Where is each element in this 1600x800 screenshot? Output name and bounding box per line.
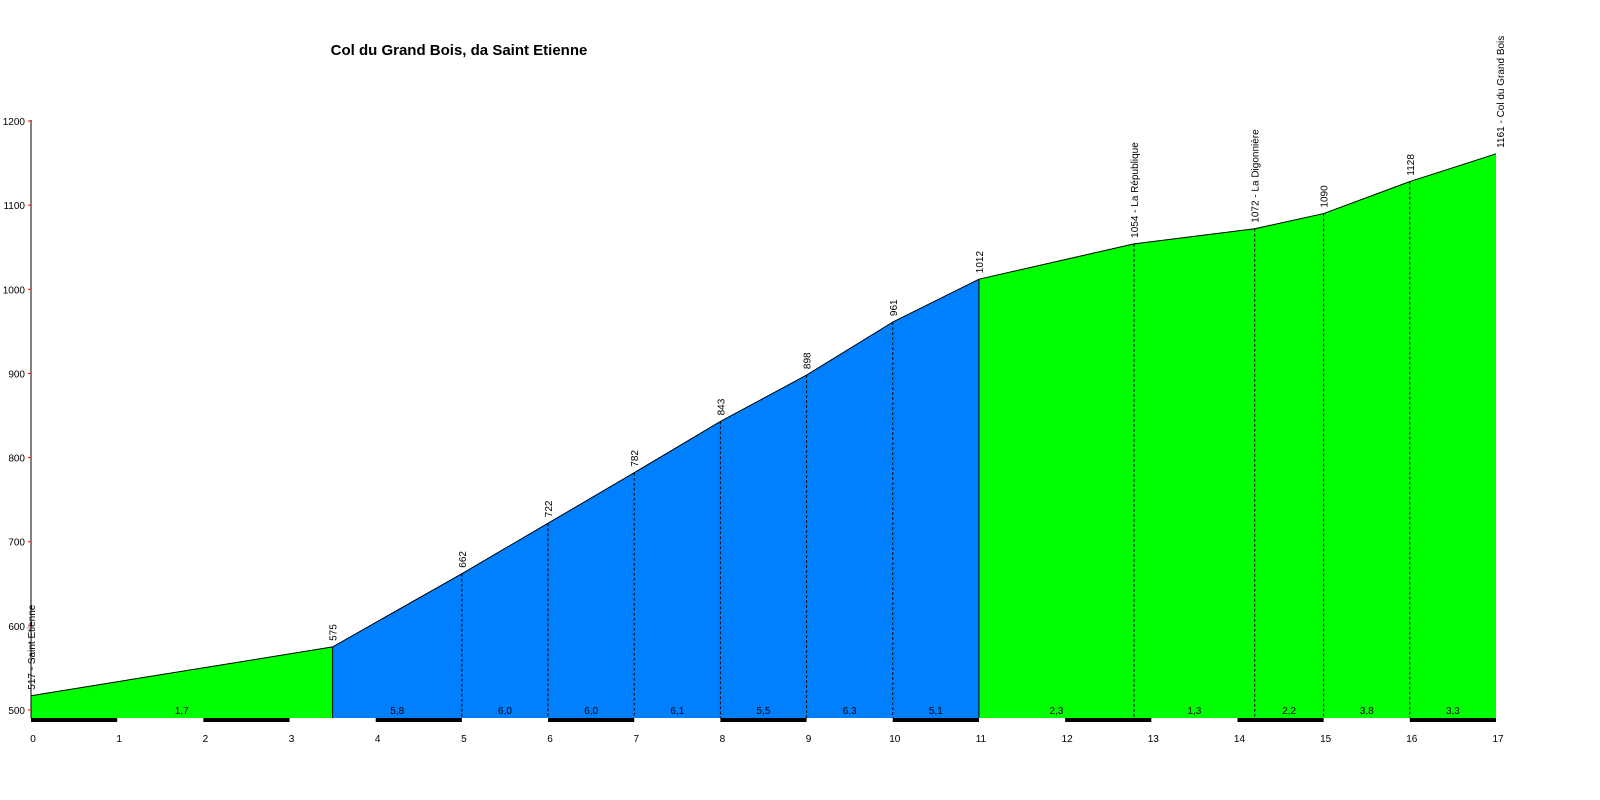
km-bar-white-block [117,718,204,722]
elevation-label: 1072 - La Digonnière [1251,129,1262,223]
segment-area-3 [548,472,635,718]
gradient-label: 5,1 [929,706,943,717]
y-axis: 500 600 700 800 900 1000 1100 1200 [3,117,32,718]
x-tick-label: 2 [203,734,209,745]
segment-area-0 [31,646,333,718]
x-tick-label: 15 [1320,734,1332,745]
elevation-label: 898 [803,352,814,369]
y-tick-label: 1100 [3,201,25,212]
elevation-labels: 517 - Saint Etienne 575 662 722 782 843 898 961… [27,36,1507,690]
segment-area-9 [1134,228,1255,718]
x-axis: 0 1 2 3 4 5 6 7 8 9 10 11 12 13 14 15 16 17 [30,734,1504,745]
gradient-label: 5,8 [390,706,404,717]
profile-areas [31,153,1496,719]
x-tick-label: 7 [633,734,639,745]
elevation-label: 517 - Saint Etienne [27,604,38,689]
x-tick-label: 14 [1234,734,1246,745]
gradient-label: 6,1 [670,706,684,717]
elevation-label: 722 [544,500,555,517]
km-bar-white-block [1151,718,1238,722]
x-tick-label: 17 [1492,734,1504,745]
gradient-label: 1,7 [175,706,189,717]
segment-area-5 [720,375,807,718]
profile-outline [30,153,1497,718]
gradient-label: 3,3 [1446,706,1460,717]
km-bar-white-block [289,718,376,722]
kilometer-scale-bar [31,718,1496,722]
gradient-label: 6,3 [843,706,857,717]
x-tick-label: 4 [375,734,381,745]
elevation-label: 961 [889,299,900,316]
x-tick-label: 11 [976,734,987,745]
x-tick-label: 13 [1148,734,1160,745]
elevation-label: 662 [458,551,469,568]
x-tick-label: 0 [30,734,36,745]
elevation-label: 1161 - Col du Grand Bois [1496,36,1507,148]
segment-area-4 [634,421,721,718]
gradient-label: 3,8 [1360,706,1374,717]
x-tick-label: 3 [289,734,295,745]
elevation-label: 575 [329,624,340,641]
x-tick-label: 10 [889,734,901,745]
gradient-label: 2,3 [1050,706,1064,717]
segment-area-8 [978,243,1135,718]
gradient-label: 2,2 [1282,706,1296,717]
segment-area-11 [1323,181,1410,718]
gradient-label: 1,3 [1187,706,1201,717]
x-tick-label: 16 [1406,734,1418,745]
elevation-label: 1054 - La République [1130,142,1141,238]
gradient-label: 6,0 [584,706,598,717]
segment-area-12 [1409,153,1496,718]
elevation-label: 1012 [975,251,986,274]
km-bar-white-block [1323,718,1410,722]
segment-area-2 [461,523,549,718]
y-tick-label: 1000 [3,285,26,296]
segment-area-10 [1254,213,1324,719]
segment-area-1 [332,573,462,718]
x-tick-label: 12 [1062,734,1074,745]
y-tick-label: 800 [8,454,25,465]
x-tick-label: 9 [806,734,812,745]
km-bar-white-block [806,718,893,722]
profile-line [30,153,1497,697]
x-tick-label: 6 [547,734,553,745]
y-tick-label: 500 [8,706,25,717]
y-tick-label: 600 [8,622,25,633]
segment-area-7 [892,279,979,718]
km-bar-white-block [978,718,1066,722]
elevation-label: 843 [716,398,727,415]
segment-area-6 [806,322,893,718]
y-tick-label: 700 [8,538,25,549]
x-tick-label: 1 [116,734,122,745]
elevation-label: 1128 [1406,154,1417,176]
gradient-label: 5,5 [757,706,771,717]
km-marker-lines [461,181,1411,718]
x-tick-label: 5 [461,734,467,745]
gradient-label: 6,0 [498,706,512,717]
km-bar-base [31,718,1496,722]
chart-title: Col du Grand Bois, da Saint Etienne [331,42,588,59]
y-tick-label: 1200 [3,117,26,128]
elevation-label: 1090 [1320,185,1331,208]
gradient-labels: 1,7 5,8 6,0 6,0 6,1 5,5 6,3 5,1 2,3 1,3 2,2 3,8 3,3 [175,706,1460,717]
km-bar-white-block [461,718,549,722]
x-tick-label: 8 [720,734,726,745]
y-tick-label: 900 [8,369,25,380]
km-bar-white-block [634,718,721,722]
elevation-label: 782 [630,450,641,467]
